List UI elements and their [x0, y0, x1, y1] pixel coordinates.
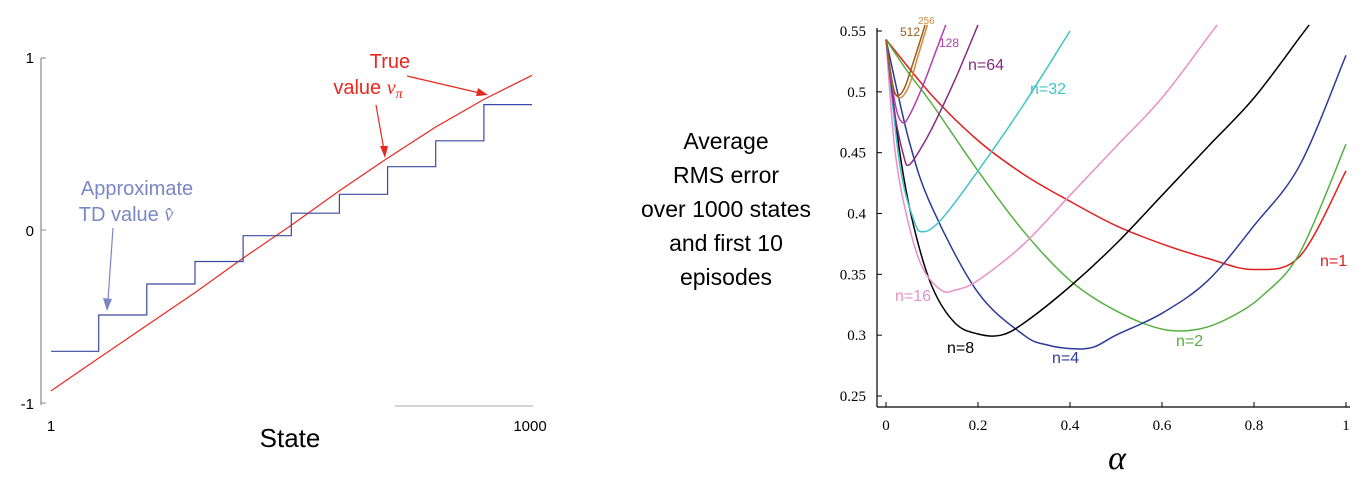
right-ytick-label: 0.5 — [847, 85, 866, 101]
approx-value-label-line2: TD value v̂ — [79, 204, 174, 226]
true-value-arrowhead-2 — [380, 146, 388, 158]
right-ytick-label: 0.45 — [840, 146, 866, 162]
left-x-axis-label: State — [260, 423, 321, 453]
series-label-n512: 512 — [900, 25, 920, 39]
true-value-label-line2: value vπ — [333, 77, 403, 102]
series-label-n2: n=2 — [1176, 333, 1203, 350]
right-ytick-label: 0.4 — [847, 207, 866, 223]
right-ytick-label: 0.35 — [840, 267, 866, 283]
true-value-label-line1: True — [370, 51, 410, 73]
right-ticks-group: 0 0.2 0.4 0.6 0.8 1 0.25 0.3 0.35 0.4 0.45 0.5 0.55 — [840, 24, 1350, 434]
left-ytick-label: 1 — [26, 50, 34, 67]
true-value-arrow-2 — [376, 105, 384, 150]
right-xtick-label: 0 — [882, 418, 890, 434]
series-label-n8: n=8 — [947, 340, 974, 357]
series-line-n4 — [886, 40, 1346, 349]
right-xtick-label: 0.8 — [1245, 418, 1264, 434]
left-ytick-label: 0 — [26, 223, 34, 240]
series-label-n16: n=16 — [895, 288, 931, 305]
right-xtick-label: 0.4 — [1061, 418, 1080, 434]
right-chart: 0 0.2 0.4 0.6 0.8 10.250.30.350.40.450.50.55 … — [840, 16, 1350, 477]
right-x-axis-label: α — [1108, 440, 1127, 477]
series-line-n8 — [886, 25, 1309, 336]
ylabel-line: and first 10 — [669, 230, 783, 256]
approx-value-arrow — [108, 228, 113, 300]
series-label-n4: n=4 — [1052, 350, 1079, 367]
right-ytick-label: 0.55 — [840, 24, 866, 40]
series-line-n2 — [886, 40, 1346, 331]
left-ytick-label: -1 — [21, 396, 34, 413]
left-xtick-label: 1000 — [513, 418, 546, 435]
left-series-group — [51, 75, 532, 391]
approx-value-steps — [51, 105, 532, 352]
left-xtick-label: 1 — [47, 418, 55, 435]
ylabel-line: RMS error — [673, 162, 779, 188]
right-xtick-label: 0.2 — [969, 418, 988, 434]
true-value-arrow-1 — [407, 76, 484, 94]
series-line-n1 — [886, 40, 1346, 270]
right-y-axis-label: Average RMS error over 1000 states and f… — [641, 128, 811, 290]
series-label-n32: n=32 — [1030, 81, 1066, 98]
right-xtick-label: 0.6 — [1153, 418, 1172, 434]
right-series-group — [886, 25, 1346, 349]
ylabel-line: episodes — [680, 264, 772, 290]
right-xtick-label: 1 — [1342, 418, 1350, 434]
approx-value-label-line1: Approximate — [81, 178, 193, 200]
true-value-arrowhead-1 — [476, 88, 488, 96]
ylabel-line: over 1000 states — [641, 196, 811, 222]
ylabel-line: Average — [683, 128, 768, 154]
approx-value-arrowhead — [103, 298, 112, 311]
series-line-128 — [886, 25, 946, 123]
series-line-n16 — [886, 25, 1217, 292]
series-label-n256: 256 — [918, 16, 935, 27]
series-label-n128: 128 — [939, 36, 959, 50]
left-chart: 1 0 -1 1 1000 State True value vπ Approx… — [21, 50, 547, 453]
series-label-n1: n=1 — [1320, 253, 1347, 270]
right-ytick-label: 0.25 — [840, 389, 866, 405]
right-ytick-label: 0.3 — [847, 328, 866, 344]
series-label-n64: n=64 — [968, 57, 1004, 74]
